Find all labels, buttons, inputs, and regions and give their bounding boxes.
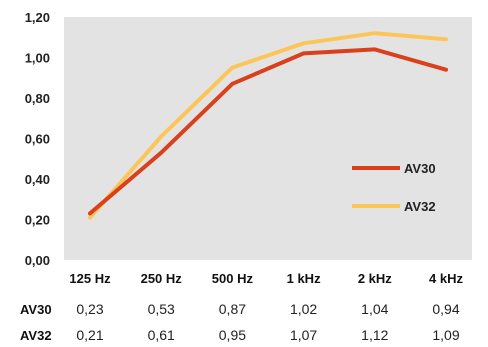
x-category-label: 125 Hz bbox=[69, 271, 111, 286]
table-cell: 0,61 bbox=[148, 327, 175, 343]
x-axis: 125 Hz 250 Hz 500 Hz 1 kHz 2 kHz 4 kHz bbox=[69, 271, 463, 286]
table-cell: 0,23 bbox=[76, 301, 103, 317]
table-cell: 0,94 bbox=[432, 301, 459, 317]
y-tick-label: 0,00 bbox=[25, 253, 50, 268]
table-row-label: AV32 bbox=[20, 328, 52, 343]
table-cell: 1,12 bbox=[361, 327, 388, 343]
x-category-label: 250 Hz bbox=[141, 271, 183, 286]
table-cell: 1,04 bbox=[361, 301, 388, 317]
y-tick-label: 0,80 bbox=[25, 91, 50, 106]
y-tick-label: 1,20 bbox=[25, 10, 50, 25]
table-cell: 1,09 bbox=[432, 327, 459, 343]
series-lines bbox=[88, 31, 448, 220]
table-cell: 1,07 bbox=[290, 327, 317, 343]
y-tick-label: 1,00 bbox=[25, 51, 50, 66]
table-row-label: AV30 bbox=[20, 302, 52, 317]
x-category-label: 1 kHz bbox=[287, 271, 321, 286]
x-category-label: 2 kHz bbox=[358, 271, 392, 286]
table-cell: 0,95 bbox=[219, 327, 246, 343]
table-cell: 1,02 bbox=[290, 301, 317, 317]
series-line-av32 bbox=[88, 31, 448, 220]
y-tick-label: 0,40 bbox=[25, 172, 50, 187]
table-cell: 0,87 bbox=[219, 301, 246, 317]
legend: AV30 AV32 bbox=[352, 161, 436, 214]
table-cell: 0,21 bbox=[76, 327, 103, 343]
legend-label-av30: AV30 bbox=[404, 161, 436, 176]
x-category-label: 500 Hz bbox=[212, 271, 254, 286]
y-tick-label: 0,20 bbox=[25, 213, 50, 228]
y-axis: 0,00 0,20 0,40 0,60 0,80 1,00 1,20 bbox=[25, 10, 50, 268]
x-category-label: 4 kHz bbox=[429, 271, 463, 286]
table-cell: 0,53 bbox=[148, 301, 175, 317]
data-table: AV30 0,23 0,53 0,87 1,02 1,04 0,94 AV32 0,21 0,61… bbox=[20, 301, 460, 343]
legend-label-av32: AV32 bbox=[404, 199, 436, 214]
y-tick-label: 0,60 bbox=[25, 132, 50, 147]
series-line-av30 bbox=[88, 47, 448, 216]
